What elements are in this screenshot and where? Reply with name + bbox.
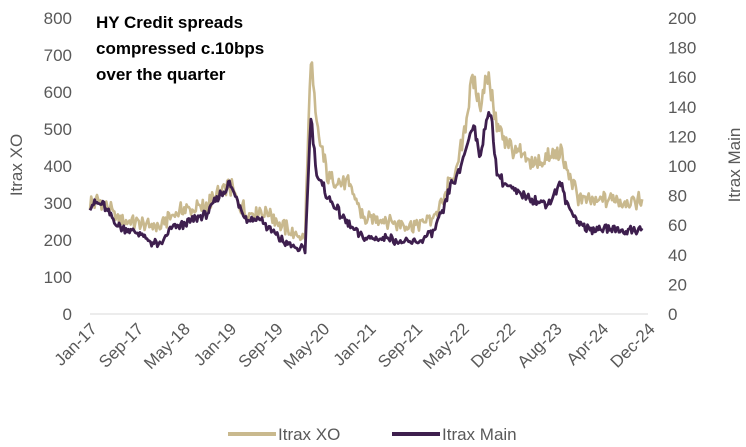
y-left-tick-label: 300 [44,194,72,213]
y-right-tick-label: 80 [668,187,687,206]
annotation-line-2: compressed c.10bps [96,39,264,58]
y-right-tick-label: 160 [668,68,696,87]
x-tick-label: May-22 [419,319,473,373]
y-right-tick-label: 40 [668,246,687,265]
y-right-tick-label: 120 [668,127,696,146]
y-right-axis: 0 20 40 60 80 100 120 140 160 180 200 [668,9,696,324]
legend: Itrax XO Itrax Main [228,425,517,444]
legend-label: Itrax XO [278,425,340,444]
y-right-tick-label: 200 [668,9,696,28]
series-lines [88,61,644,255]
y-right-tick-label: 100 [668,157,696,176]
x-tick-label: May-20 [280,319,334,373]
x-tick-label: Jan-17 [51,319,101,369]
x-axis: Jan-17Sep-17May-18Jan-19Sep-19May-20Jan-… [51,319,659,373]
y-right-tick-label: 180 [668,39,696,58]
x-tick-label: Dec-24 [607,319,659,371]
y-right-tick-label: 140 [668,98,696,117]
legend-label: Itrax Main [442,425,517,444]
y-left-tick-label: 400 [44,157,72,176]
annotation-line-1: HY Credit spreads [96,13,243,32]
y-left-axis-title: Itrax XO [7,134,26,196]
x-tick-label: Jan-21 [330,319,380,369]
y-left-tick-label: 100 [44,268,72,287]
annotation-line-3: over the quarter [96,65,226,84]
y-left-tick-label: 800 [44,9,72,28]
y-right-tick-label: 60 [668,216,687,235]
series-line [88,111,644,255]
x-tick-label: Sep-17 [95,319,147,371]
annotation: HY Credit spreads compressed c.10bps ove… [96,13,264,84]
y-left-tick-label: 600 [44,83,72,102]
y-left-tick-label: 0 [63,305,72,324]
x-tick-label: Sep-19 [235,319,287,371]
y-left-tick-label: 700 [44,46,72,65]
x-tick-label: Jan-19 [190,319,240,369]
x-tick-label: Sep-21 [374,319,426,371]
y-right-tick-label: 0 [668,305,677,324]
y-left-tick-label: 200 [44,231,72,250]
x-tick-label: Dec-22 [467,319,519,371]
y-right-axis-title: Itrax Main [725,128,744,203]
y-left-tick-label: 500 [44,120,72,139]
x-tick-label: Apr-24 [563,319,613,369]
y-right-tick-label: 20 [668,275,687,294]
x-tick-label: May-18 [140,319,194,373]
series-line [88,61,644,242]
y-left-axis: 0 100 200 300 400 500 600 700 800 [44,9,72,324]
x-tick-label: Aug-23 [514,319,566,371]
